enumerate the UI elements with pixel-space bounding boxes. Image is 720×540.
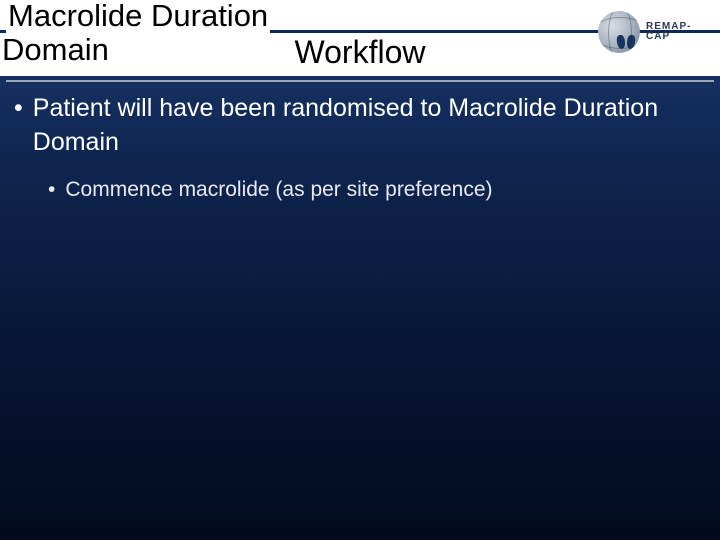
brand-logo-text: REMAP-CAP xyxy=(646,22,710,42)
slide: Macrolide Duration Domain Workflow REMAP… xyxy=(0,0,720,540)
brand-logo: REMAP-CAP xyxy=(598,4,710,60)
bullet-level-2: • Commence macrolide (as per site prefer… xyxy=(48,176,700,204)
bullet-level-2-text: Commence macrolide (as per site preferen… xyxy=(65,176,492,204)
bullet-dot-icon: • xyxy=(14,92,23,160)
bullet-level-1: • Patient will have been randomised to M… xyxy=(14,92,700,160)
bullet-level-1-text: Patient will have been randomised to Mac… xyxy=(33,92,700,160)
title-line-1: Macrolide Duration xyxy=(6,0,270,34)
header-divider xyxy=(6,80,714,82)
title-overlap-word: Domain xyxy=(2,32,109,68)
bullet-dot-icon: • xyxy=(48,176,55,204)
lungs-icon xyxy=(616,33,636,51)
globe-icon xyxy=(598,11,640,53)
content-area: • Patient will have been randomised to M… xyxy=(14,92,700,204)
